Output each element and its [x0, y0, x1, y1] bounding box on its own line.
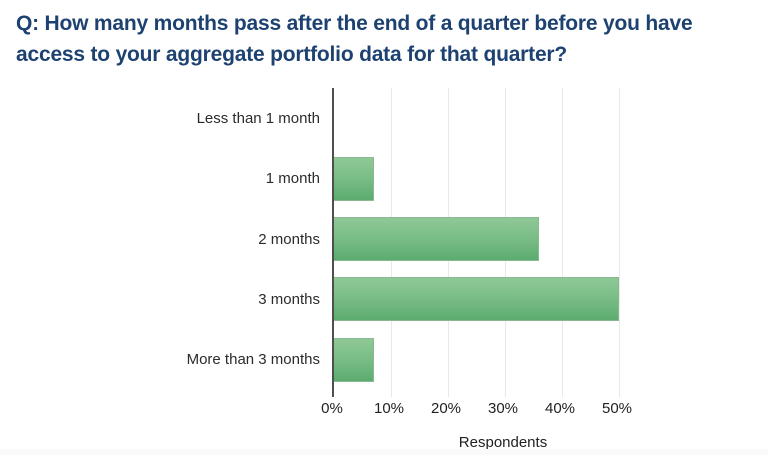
bar: [334, 217, 540, 262]
chart-rows: [334, 88, 676, 390]
bar-row: [334, 209, 676, 269]
x-tick-label: 0%: [321, 400, 343, 417]
x-tick-label: 50%: [601, 400, 633, 417]
bottom-strip: [0, 449, 768, 455]
bar: [334, 277, 619, 322]
category-label: 2 months: [258, 230, 320, 248]
bar: [334, 337, 374, 382]
gridline-40: [562, 88, 563, 397]
x-axis-ticks: 0% 10% 20% 30% 40% 50%: [321, 400, 674, 420]
gridline-50: [619, 88, 620, 397]
category-label: Less than 1 month: [196, 109, 320, 127]
bar-row: [334, 330, 676, 390]
bar-row: [334, 269, 676, 329]
bar-row: [334, 88, 676, 148]
x-tick-label: 20%: [430, 400, 462, 417]
x-tick-label: 40%: [544, 400, 576, 417]
category-axis-labels: Less than 1 month 1 month 2 months 3 months…: [0, 88, 320, 390]
category-label: 1 month: [265, 170, 320, 188]
bar-row: [334, 148, 676, 208]
chart-title: Q: How many months pass after the end of…: [16, 8, 760, 70]
plot-area: [332, 88, 676, 397]
category-label: 3 months: [258, 290, 320, 308]
category-label: More than 3 months: [186, 351, 320, 369]
x-tick-label: 30%: [487, 400, 519, 417]
chart-title-line1: Q: How many months pass after the end of…: [16, 12, 693, 35]
chart-title-line2: access to your aggregate portfolio data …: [16, 43, 568, 66]
bar: [334, 156, 374, 201]
x-axis-title: Respondents: [458, 434, 548, 451]
x-tick-label: 10%: [373, 400, 405, 417]
